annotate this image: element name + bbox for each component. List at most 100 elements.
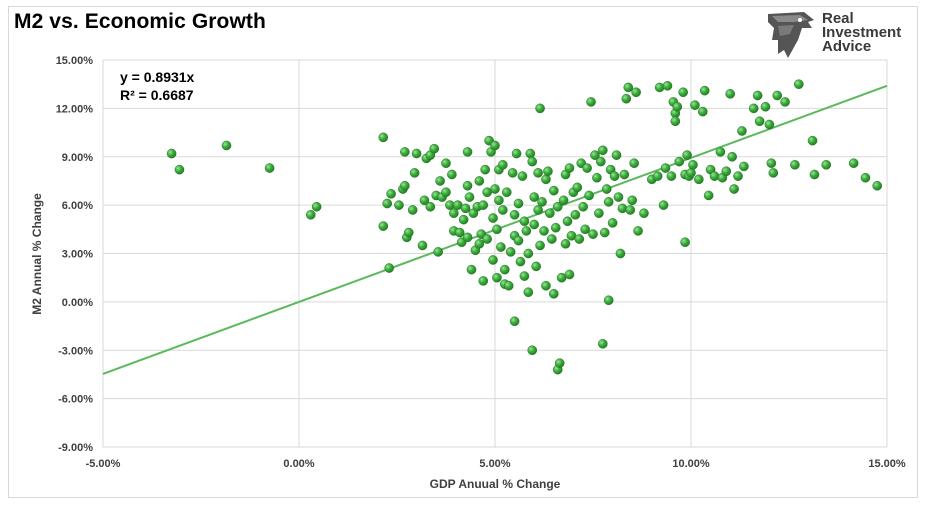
data-point [480, 164, 491, 175]
data-point [433, 247, 443, 257]
data-point [725, 89, 736, 99]
data-point [519, 271, 530, 281]
data-point [400, 147, 410, 157]
data-point [652, 171, 663, 181]
data-point [601, 184, 612, 194]
chart-title: M2 vs. Economic Growth [14, 10, 266, 33]
data-point [417, 240, 428, 251]
data-point [737, 126, 747, 136]
data-point [584, 190, 594, 201]
data-point [549, 185, 559, 196]
data-point [482, 234, 492, 244]
data-point [533, 168, 543, 178]
data-point [772, 90, 783, 101]
data-point [543, 166, 553, 177]
data-point [503, 280, 514, 291]
logo-line: Real [822, 10, 854, 27]
data-point [490, 184, 500, 194]
data-point [807, 135, 818, 146]
data-point [578, 201, 589, 212]
data-point [660, 163, 671, 173]
data-point [509, 316, 520, 327]
data-point [629, 158, 639, 168]
data-point [529, 219, 540, 230]
data-point [752, 90, 763, 101]
data-point [425, 201, 436, 212]
data-point [378, 132, 389, 143]
data-point [594, 208, 604, 218]
data-point [488, 213, 498, 223]
data-points [166, 79, 883, 375]
data-point [672, 101, 683, 112]
data-point [511, 148, 522, 159]
data-point [378, 221, 389, 231]
data-point [768, 168, 779, 178]
data-point [429, 143, 440, 154]
data-point [539, 226, 549, 236]
data-point [703, 190, 714, 201]
data-point [474, 239, 485, 249]
y-tick-label: -9.00% [58, 442, 93, 454]
data-point [311, 201, 322, 212]
data-point [680, 237, 690, 248]
data-point [586, 97, 596, 107]
data-point [550, 222, 561, 233]
data-point [760, 101, 771, 112]
grid-lines [102, 59, 888, 448]
data-point [670, 116, 681, 127]
y-tick-label: 6.00% [62, 200, 93, 212]
data-point [494, 195, 504, 206]
data-point [715, 147, 726, 157]
data-point [527, 345, 538, 356]
data-point [513, 198, 524, 209]
data-point [515, 256, 526, 267]
data-point [505, 247, 516, 257]
data-point [596, 156, 606, 167]
data-point [560, 239, 571, 249]
data-point [729, 184, 739, 194]
data-point [394, 200, 404, 210]
chart-frame [8, 6, 918, 498]
data-point [682, 150, 692, 160]
data-point [264, 163, 275, 173]
data-point [748, 103, 759, 114]
data-point [496, 242, 506, 252]
data-point [464, 192, 475, 202]
data-point [860, 172, 871, 183]
data-point [709, 171, 720, 181]
data-point [545, 208, 555, 218]
data-point [490, 140, 500, 151]
data-point [409, 168, 420, 178]
data-point [754, 116, 765, 127]
y-tick-label: -3.00% [58, 345, 93, 357]
data-point [621, 93, 632, 104]
data-point [662, 81, 673, 91]
data-point [678, 87, 688, 98]
data-point [531, 261, 541, 272]
data-point [498, 205, 508, 215]
data-point [305, 209, 316, 220]
data-point [174, 164, 185, 175]
data-point [533, 205, 543, 215]
data-point [764, 119, 775, 130]
data-point [658, 200, 669, 210]
data-point [221, 140, 232, 151]
data-point [462, 147, 473, 157]
data-point [441, 158, 451, 168]
data-point [466, 264, 477, 275]
data-point [688, 160, 698, 170]
data-point [697, 106, 708, 117]
y-axis-label: M2 Annual % Change [30, 193, 44, 315]
data-point [558, 195, 569, 206]
data-point [690, 100, 700, 110]
data-point [403, 227, 414, 238]
data-point [613, 192, 624, 202]
data-point [654, 82, 665, 93]
data-point [617, 203, 628, 214]
data-point [478, 200, 489, 210]
data-point [462, 232, 473, 243]
data-point [411, 148, 422, 159]
data-point [492, 272, 502, 283]
data-point [619, 169, 630, 180]
data-point [564, 269, 575, 280]
